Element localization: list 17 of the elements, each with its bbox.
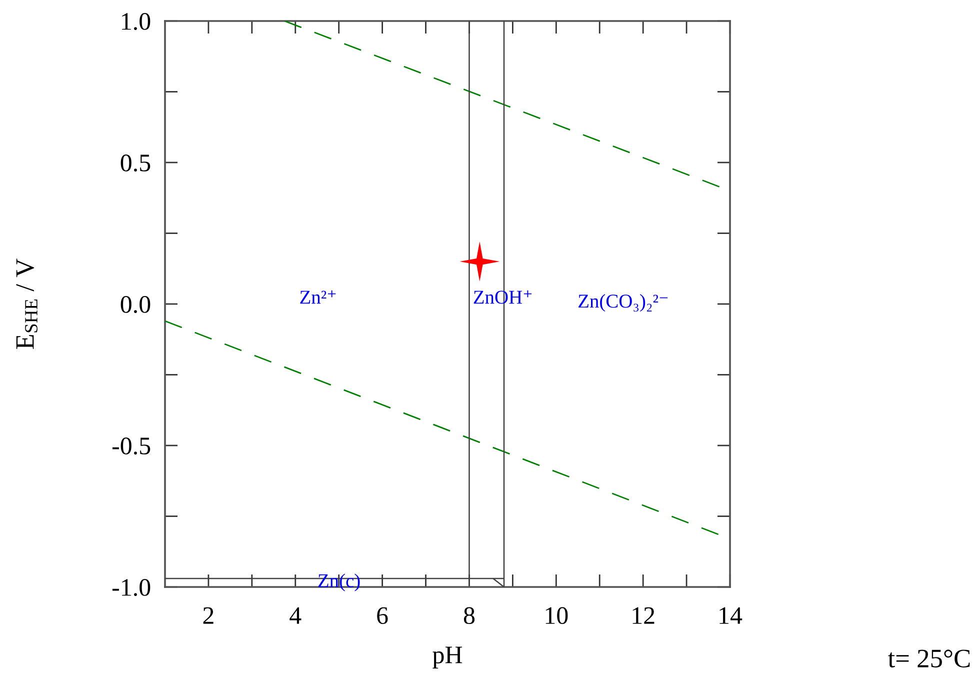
annotation: Zn(CO₃)₂²⁻ [578, 294, 668, 312]
y-axis-title: E$_{SHE}$ / V [16, 258, 38, 350]
x-tick-label: 12 [632, 607, 654, 624]
x-tick-label: 10 [546, 607, 568, 624]
y-tick-label: -1.0 [112, 579, 150, 596]
x-tick-label: 14 [720, 607, 742, 624]
y-tick-label: -0.5 [112, 438, 150, 455]
x-tick-label: 8 [464, 607, 475, 624]
text: t= 25°C [888, 650, 970, 668]
x-tick-label: 4 [290, 607, 302, 624]
x-axis-title: pH [432, 646, 462, 668]
y-tick-label: 1.0 [122, 13, 150, 30]
x-tick-label: 2 [203, 607, 214, 624]
x-tick-label: 6 [377, 607, 388, 624]
y-tick-label: 0.5 [120, 154, 150, 172]
y-tick-label: 0.0 [120, 296, 150, 314]
annotation: Zn²⁺ [300, 290, 336, 304]
